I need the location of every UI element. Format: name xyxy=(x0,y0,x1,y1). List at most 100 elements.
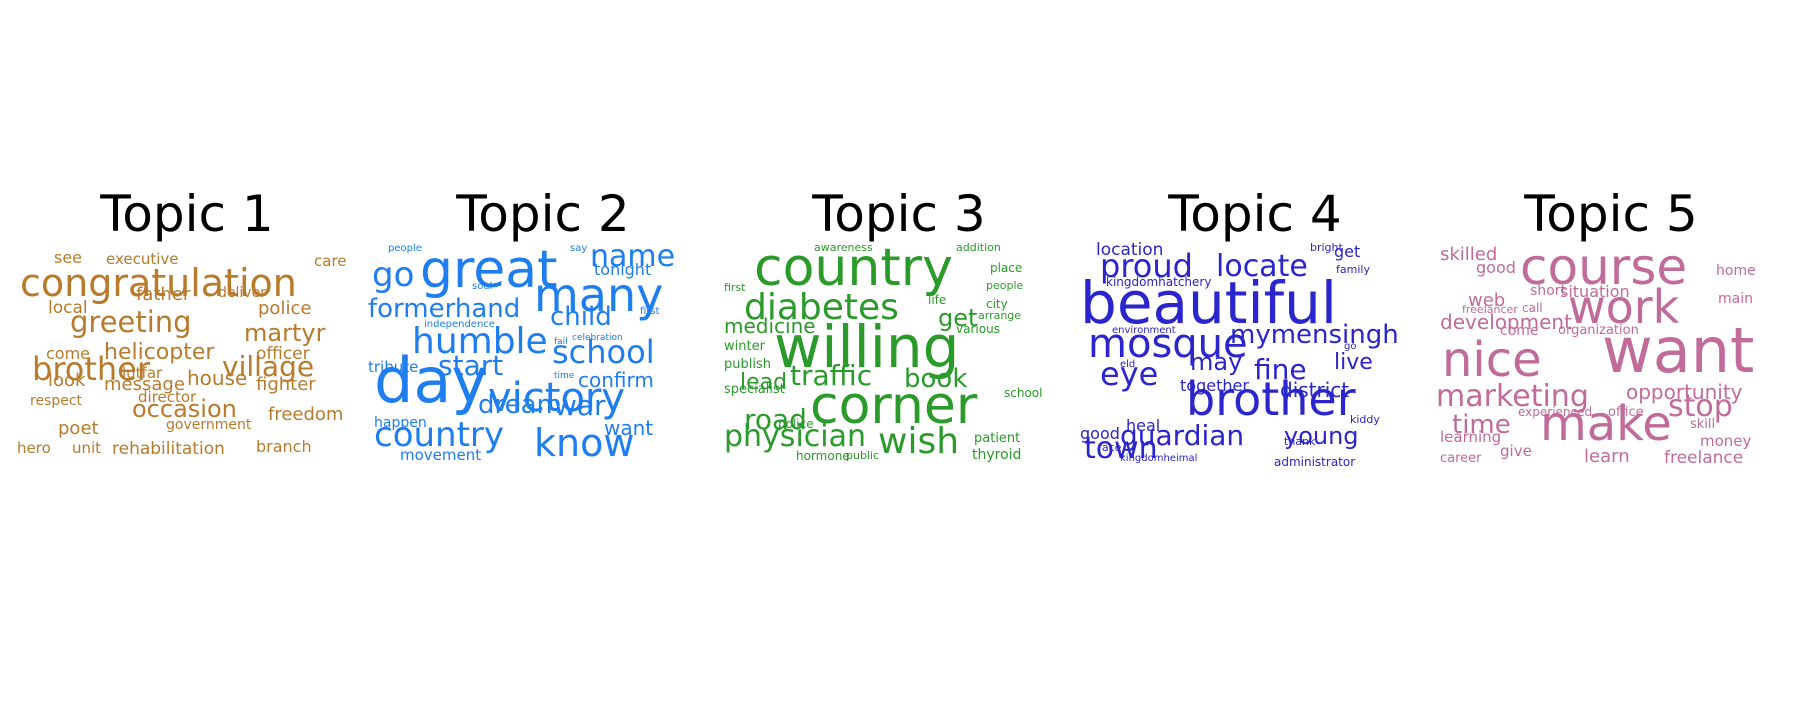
cloud-word: medicine xyxy=(724,314,816,338)
cloud-word: eye xyxy=(1100,355,1159,393)
cloud-word: occasion xyxy=(132,395,237,423)
cloud-word: child xyxy=(550,302,612,332)
cloud-word: house xyxy=(187,366,248,390)
cloud-word: make xyxy=(1540,396,1672,452)
cloud-word: course xyxy=(1520,238,1688,296)
cloud-word: helicopter xyxy=(104,340,215,365)
cloud-word: guardian xyxy=(1120,419,1245,452)
cloud-word: time xyxy=(554,371,575,381)
cloud-word: many xyxy=(534,268,664,322)
topic-title: Topic 4 xyxy=(1168,185,1342,243)
cloud-word: organization xyxy=(1558,323,1639,338)
cloud-word: war xyxy=(554,389,606,422)
topic-title: Topic 3 xyxy=(812,185,986,243)
cloud-word: kingdomhatchery xyxy=(1106,275,1212,289)
cloud-word: rehabilitation xyxy=(112,439,225,459)
cloud-word: message xyxy=(104,374,185,395)
topic-panel: Topic 1 congratulation greeting brother vill… xyxy=(12,186,362,496)
cloud-word: tribute xyxy=(368,358,419,376)
cloud-word: fine xyxy=(1254,353,1307,386)
cloud-word: get xyxy=(938,304,978,332)
cloud-word: dream xyxy=(478,390,562,420)
cloud-word: experienced xyxy=(1518,405,1593,419)
cloud-word: opportunity xyxy=(1626,380,1743,404)
cloud-word: main xyxy=(1718,291,1753,307)
cloud-word: know xyxy=(534,421,635,465)
cloud-word: good xyxy=(1476,258,1516,277)
cloud-word: home xyxy=(1716,263,1756,279)
cloud-word: public xyxy=(846,449,880,462)
cloud-word: fighter xyxy=(256,374,316,395)
cloud-word: family xyxy=(1336,263,1370,276)
topic-panel: Topic 5 course want work nice make marketing st… xyxy=(1436,186,1786,496)
cloud-word: see xyxy=(54,248,83,267)
word-cloud: beautiful brother mosque proud locate guardia… xyxy=(1080,242,1430,496)
cloud-word: town xyxy=(1084,431,1158,466)
topic-panel: Topic 3 country willing corner diabetes traff… xyxy=(724,186,1074,496)
cloud-word: time xyxy=(1452,410,1511,440)
cloud-word: go xyxy=(372,255,415,295)
cloud-word: administrator xyxy=(1274,455,1356,469)
cloud-word: patient xyxy=(974,431,1021,446)
cloud-word: road xyxy=(744,403,807,436)
cloud-word: name xyxy=(590,239,676,274)
cloud-word: district xyxy=(1280,378,1350,402)
word-cloud: course want work nice make marketing stop time o… xyxy=(1436,242,1786,496)
cloud-word: soul xyxy=(472,281,493,292)
cloud-word: web xyxy=(1468,290,1506,311)
cloud-word: marketing xyxy=(1436,379,1589,414)
cloud-word: confirm xyxy=(578,368,654,392)
cloud-word: nice xyxy=(1442,332,1542,388)
cloud-word: proud xyxy=(1100,247,1193,285)
cloud-word: great xyxy=(420,240,558,300)
cloud-word: school xyxy=(552,333,655,371)
cloud-word: thyroid xyxy=(972,447,1022,463)
cloud-word: learn xyxy=(1584,446,1630,467)
word-cloud: country willing corner diabetes traffic physi… xyxy=(724,242,1074,496)
cloud-word: executive xyxy=(106,250,179,268)
cloud-word: money xyxy=(1700,432,1752,450)
cloud-word: martyr xyxy=(244,319,326,347)
cloud-word: congratulation xyxy=(20,261,297,305)
cloud-word: tonight xyxy=(594,260,652,279)
cloud-word: bright xyxy=(1310,241,1343,254)
cloud-word: local xyxy=(48,298,88,318)
cloud-word: deliver xyxy=(218,285,266,301)
cloud-word: situation xyxy=(1560,282,1630,301)
cloud-word: government xyxy=(166,417,252,433)
word-cloud: great day many victory humble country know form… xyxy=(368,242,718,496)
cloud-word: come xyxy=(46,344,91,363)
cloud-word: father xyxy=(136,284,191,305)
cloud-word: people xyxy=(388,243,422,254)
cloud-word: say xyxy=(570,243,588,254)
topic-panel: Topic 2 great day many victory humble country k… xyxy=(368,186,718,496)
cloud-word: call xyxy=(1522,301,1543,315)
cloud-word: diabetes xyxy=(744,287,899,328)
cloud-word: addition xyxy=(956,241,1001,254)
topic-panel: Topic 4 beautiful brother mosque proud locate… xyxy=(1080,186,1430,496)
cloud-word: formerhand xyxy=(368,294,521,324)
cloud-word: place xyxy=(990,261,1023,275)
cloud-word: eld xyxy=(1120,359,1136,370)
cloud-word: beautiful xyxy=(1080,269,1337,337)
cloud-word: hormone xyxy=(796,449,850,463)
cloud-word: winter xyxy=(724,339,765,354)
cloud-word: police xyxy=(258,298,312,319)
cloud-word: skill xyxy=(1690,417,1716,432)
cloud-word: lutfar xyxy=(122,364,163,382)
cloud-word: mymensingh xyxy=(1230,320,1399,350)
cloud-word: respect xyxy=(30,393,83,409)
cloud-word: country xyxy=(374,415,505,455)
cloud-word: humble xyxy=(412,321,548,362)
cloud-word: heal xyxy=(1126,416,1161,435)
cloud-word: awareness xyxy=(814,241,873,254)
cloud-word: movement xyxy=(400,446,482,464)
cloud-word: first xyxy=(724,281,746,294)
cloud-word: freelancer xyxy=(1462,303,1518,316)
cloud-word: wish xyxy=(878,421,960,462)
cloud-word: want xyxy=(1602,314,1755,387)
cloud-word: willing xyxy=(774,313,960,381)
topic-title: Topic 5 xyxy=(1524,185,1698,243)
cloud-word: police xyxy=(778,417,814,431)
cloud-word: greeting xyxy=(70,305,192,339)
